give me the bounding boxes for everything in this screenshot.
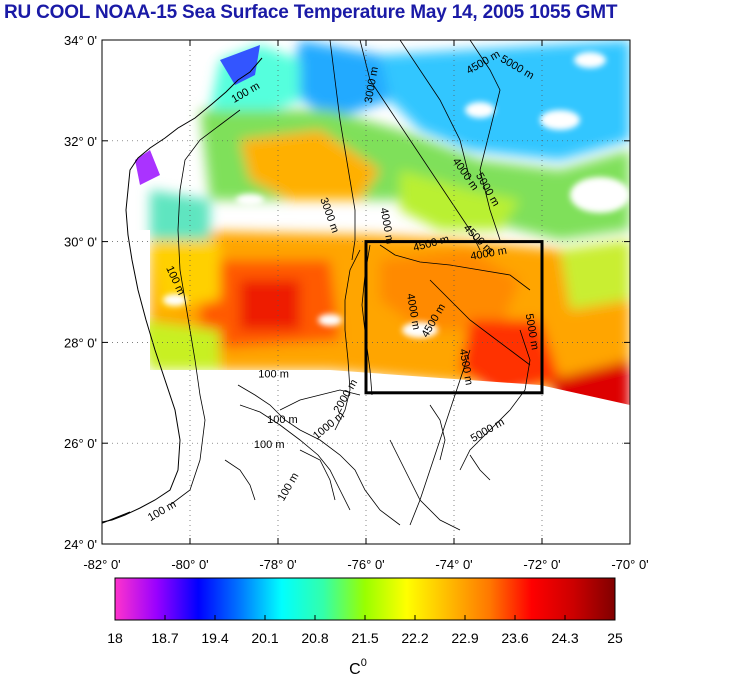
colorbar-tick-label: 22.9: [451, 630, 478, 646]
colorbar-tick-label: 23.6: [501, 630, 528, 646]
lat-tick-label: 28° 0': [64, 335, 97, 350]
lat-tick-label: 26° 0': [64, 436, 97, 451]
lon-tick-label: -82° 0': [83, 557, 120, 572]
colorbar-gradient: [114, 577, 616, 621]
lon-tick-label: -70° 0': [611, 557, 648, 572]
colorbar-tick-label: 22.2: [401, 630, 428, 646]
bathymetry-contours: [169, 40, 531, 531]
colorbar: 18 18.7 19.4 20.1 20.8 21.5 22.2 22.9 23.6 24.3 25…: [107, 577, 623, 678]
lon-tick-label: -74° 0': [435, 557, 472, 572]
contour-label: 100 m: [254, 439, 285, 451]
map-title: RU COOL NOAA-15 Sea Surface Temperature …: [4, 2, 618, 23]
colorbar-tick-label: 25: [607, 630, 623, 646]
lon-tick-label: -80° 0': [171, 557, 208, 572]
colorbar-unit-label: C0: [349, 657, 367, 678]
colorbar-tick-label: 20.8: [301, 630, 328, 646]
lat-tick-label: 24° 0': [64, 537, 97, 552]
colorbar-ticks: 18 18.7 19.4 20.1 20.8 21.5 22.2 22.9 23.6 24.3 25: [107, 615, 623, 646]
colorbar-tick-label: 18: [107, 630, 123, 646]
lat-tick-label: 30° 0': [64, 235, 97, 250]
colorbar-tick-label: 18.7: [151, 630, 178, 646]
sst-field: [102, 40, 630, 544]
contour-label: 100 m: [258, 369, 289, 381]
colorbar-unit-superscript: 0: [361, 657, 367, 669]
colorbar-tick-label: 20.1: [251, 630, 278, 646]
lat-tick-label: 34° 0': [64, 33, 97, 48]
contour-label: 100 m: [267, 414, 298, 426]
axis-ticks: 34° 0' 32° 0' 30° 0' 28° 0' 26° 0' 24° 0' -82°…: [64, 33, 649, 572]
colorbar-tick-label: 19.4: [201, 630, 228, 646]
coastline: [102, 57, 263, 524]
colorbar-tick-label: 24.3: [551, 630, 578, 646]
lat-tick-label: 32° 0': [64, 134, 97, 149]
lon-tick-label: -76° 0': [347, 557, 384, 572]
lon-tick-label: -78° 0': [259, 557, 296, 572]
lon-tick-label: -72° 0': [523, 557, 560, 572]
study-area-box: [364, 240, 544, 395]
colorbar-tick-label: 21.5: [351, 630, 378, 646]
